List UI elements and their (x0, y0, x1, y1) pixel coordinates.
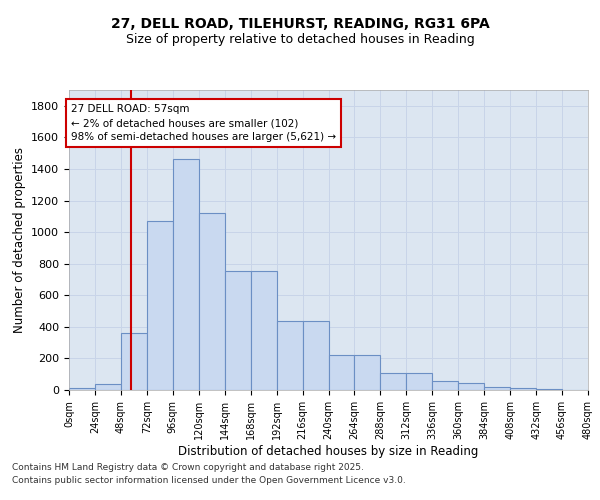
Bar (225, 271, 251, 390)
Bar (121, 333, 147, 390)
Text: Contains HM Land Registry data © Crown copyright and database right 2025.: Contains HM Land Registry data © Crown c… (12, 462, 364, 471)
Y-axis label: Number of detached properties: Number of detached properties (13, 147, 26, 333)
X-axis label: Distribution of detached houses by size in Reading: Distribution of detached houses by size … (178, 444, 479, 458)
Bar (432, 382, 458, 390)
Bar (484, 387, 510, 390)
Bar (173, 160, 199, 390)
Bar (355, 356, 380, 390)
Bar (199, 213, 224, 390)
Text: Size of property relative to detached houses in Reading: Size of property relative to detached ho… (125, 32, 475, 46)
Bar (406, 372, 432, 390)
Text: 27 DELL ROAD: 57sqm
← 2% of detached houses are smaller (102)
98% of semi-detach: 27 DELL ROAD: 57sqm ← 2% of detached hou… (71, 104, 336, 142)
Bar (95, 384, 121, 390)
Bar (302, 322, 329, 390)
Bar (329, 356, 355, 390)
Bar (458, 383, 484, 390)
Text: 27, DELL ROAD, TILEHURST, READING, RG31 6PA: 27, DELL ROAD, TILEHURST, READING, RG31 … (110, 18, 490, 32)
Bar (277, 322, 302, 390)
Bar (69, 388, 95, 390)
Bar (251, 271, 277, 390)
Bar (536, 389, 562, 390)
Bar (380, 372, 406, 390)
Text: Contains public sector information licensed under the Open Government Licence v3: Contains public sector information licen… (12, 476, 406, 485)
Bar (147, 221, 173, 390)
Bar (510, 388, 536, 390)
